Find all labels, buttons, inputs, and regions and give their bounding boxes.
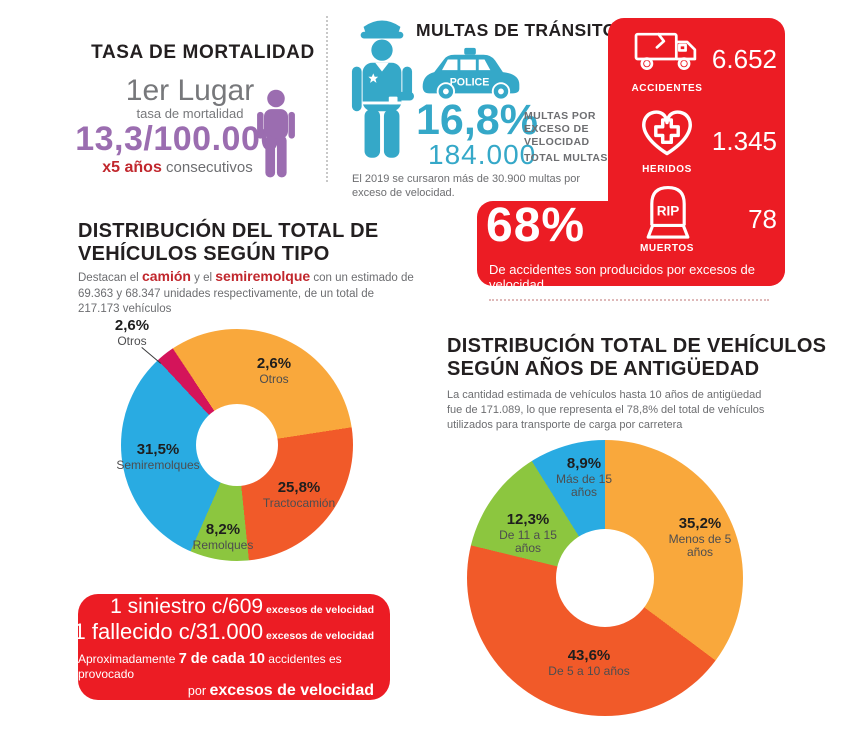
mortality-title: TASA DE MORTALIDAD: [91, 42, 315, 63]
police-car-icon: POLICE: [422, 47, 520, 101]
siniestro-line2: 1 fallecido c/31.000 excesos de velocida…: [74, 619, 374, 645]
siniestro-line1-big: 1 siniestro c/609: [110, 594, 264, 618]
speeding-fines-caption-line2: EXCESO DE: [524, 123, 589, 136]
vehicle-age-title: DISTRIBUCIÓN TOTAL DE VEHÍCULOS SEGÚN AÑ…: [447, 335, 827, 381]
slice-label-remolques: 8,2% Remolques: [192, 521, 254, 552]
tombstone-rip-text: RIP: [657, 204, 680, 219]
accidents-panel-caption: De accidentes son producidos por excesos…: [489, 262, 755, 292]
slice-label-menos-de-5: 35,2% Menos de 5 años: [663, 515, 737, 560]
deaths-value: 78: [748, 204, 777, 234]
slice-name: Semiremolques: [116, 457, 200, 472]
callout-leader-line: [141, 347, 162, 364]
mortality-streak-rest: consecutivos: [161, 159, 253, 176]
speeding-fines-pct: 16,8%: [416, 96, 538, 144]
siniestro-line4-bold: excesos de velocidad: [209, 681, 374, 699]
siniestro-line4-pre: por: [187, 683, 210, 698]
siniestro-stats-box: 1 siniestro c/609 excesos de velocidad 1…: [74, 594, 390, 700]
vehicle-age-title-line2: SEGÚN AÑOS DE ANTIGÜEDAD: [447, 358, 760, 380]
total-fines-value: 184.000: [428, 139, 537, 170]
siniestro-line2-small: excesos de velocidad: [263, 629, 374, 642]
vehicle-type-title-line2: VEHÍCULOS SEGÚN TIPO: [78, 243, 330, 265]
vehicle-type-title-line1: DISTRIBUCIÓN DEL TOTAL DE: [78, 220, 379, 242]
slice-label-semiremolques: 31,5% Semiremolques: [116, 441, 200, 472]
vehicle-type-subtitle: Destacan el camión y el semiremolque con…: [78, 267, 416, 318]
accidents-label: ACCIDENTES: [631, 83, 703, 94]
mortality-rate: 13,3/100.000: [75, 120, 280, 158]
slice-pct: 25,8%: [277, 479, 321, 496]
slice-name: Tractocamión: [262, 495, 336, 510]
deaths-label: MUERTOS: [639, 243, 695, 254]
slice-name: Menos de 5 años: [668, 531, 732, 560]
slice-pct: 31,5%: [136, 441, 180, 458]
slice-pct: 8,2%: [205, 521, 241, 538]
speeding-fines-caption-line3: VELOCIDAD: [524, 136, 590, 149]
slice-pct: 8,9%: [566, 455, 602, 472]
slice-label-otros-callout: 2,6% Otros: [114, 317, 150, 348]
slice-name: De 5 a 10 años: [548, 663, 630, 678]
total-fines-caption: TOTAL MULTAS: [524, 152, 608, 164]
slice-pct: 35,2%: [678, 515, 722, 532]
vehicle-type-donut-chart: [121, 329, 353, 561]
accidents-value: 6.652: [711, 44, 777, 74]
injured-label: HERIDOS: [642, 164, 692, 175]
vehicle-type-highlight-camion: camión: [141, 268, 191, 284]
mortality-streak: x5 años consecutivos: [60, 159, 295, 177]
slice-label-otros: 2,6% Otros: [256, 355, 292, 386]
slice-pct: 2,6%: [114, 317, 150, 334]
siniestro-line3-post: accidentes es provocado: [78, 651, 342, 681]
person-icon: [257, 89, 295, 178]
horizontal-dotted-divider: [489, 299, 769, 301]
slice-pct: 2,6%: [256, 355, 292, 372]
vehicle-type-subtitle-post: con un estimado de 69.363 y 68.347 unida…: [78, 272, 414, 316]
injured-value: 1.345: [711, 126, 777, 156]
police-car-label: POLICE: [450, 77, 490, 89]
mortality-streak-highlight: x5 años: [102, 159, 162, 176]
mortality-rank-subtitle: tasa de mortalidad: [136, 106, 244, 121]
slice-label-mas-de-15: 8,9% Más de 15 años: [552, 455, 616, 500]
slice-name: Otros: [259, 371, 289, 386]
vehicle-type-title: DISTRIBUCIÓN DEL TOTAL DE VEHÍCULOS SEGÚ…: [78, 220, 438, 266]
mortality-rank: 1er Lugar: [125, 74, 255, 107]
siniestro-line1: 1 siniestro c/609 excesos de velocidad: [110, 595, 374, 619]
slice-name: De 11 a 15 años: [499, 527, 557, 556]
tombstone-icon: RIP: [646, 186, 690, 239]
fines-note: El 2019 se cursaron más de 30.900 multas…: [352, 173, 581, 200]
vehicle-age-subtitle: La cantidad estimada de vehículos hasta …: [447, 389, 765, 431]
slice-label-11-a-15: 12,3% De 11 a 15 años: [491, 511, 565, 556]
siniestro-line3: Aproximadamente 7 de cada 10 accidentes …: [78, 651, 374, 681]
crashed-truck-icon: [634, 32, 697, 70]
police-officer-icon: [351, 20, 414, 158]
vehicle-type-highlight-semiremolque: semiremolque: [215, 268, 311, 284]
speeding-fines-caption-line1: MULTAS POR: [524, 110, 596, 122]
slice-name: Otros: [117, 333, 147, 348]
donut-hole: [556, 529, 654, 627]
siniestro-line2-big: 1 fallecido c/31.000: [73, 618, 264, 644]
slice-label-tractocamion: 25,8% Tractocamión: [262, 479, 336, 510]
siniestro-line4: por excesos de velocidad: [188, 682, 374, 700]
heart-cross-icon: [642, 110, 692, 156]
siniestro-line3-pre: Aproximadamente: [78, 651, 179, 666]
slice-pct: 12,3%: [506, 511, 550, 528]
slice-name: Más de 15 años: [555, 471, 613, 500]
accidents-big-pct: 68%: [486, 199, 586, 252]
slice-name: Remolques: [192, 537, 254, 552]
multas-title: MULTAS DE TRÁNSITO: [416, 20, 617, 40]
vehicle-type-subtitle-pre: Destacan el: [78, 272, 142, 284]
accidents-panel-footer: [477, 201, 785, 286]
vertical-dotted-divider: [326, 16, 328, 182]
slice-pct: 43,6%: [567, 647, 611, 664]
vehicle-age-donut-chart: [467, 440, 743, 716]
vehicle-type-subtitle-mid: y el: [190, 272, 216, 284]
vehicle-age-title-line1: DISTRIBUCIÓN TOTAL DE VEHÍCULOS: [447, 335, 827, 357]
donut-hole: [196, 404, 278, 486]
siniestro-line1-small: excesos de velocidad: [263, 603, 374, 616]
speeding-fines-caption: MULTAS POR EXCESO DE VELOCIDAD: [524, 110, 596, 149]
siniestro-line3-bold: 7 de cada 10: [178, 650, 265, 667]
slice-label-5-a-10: 43,6% De 5 a 10 años: [524, 647, 654, 678]
